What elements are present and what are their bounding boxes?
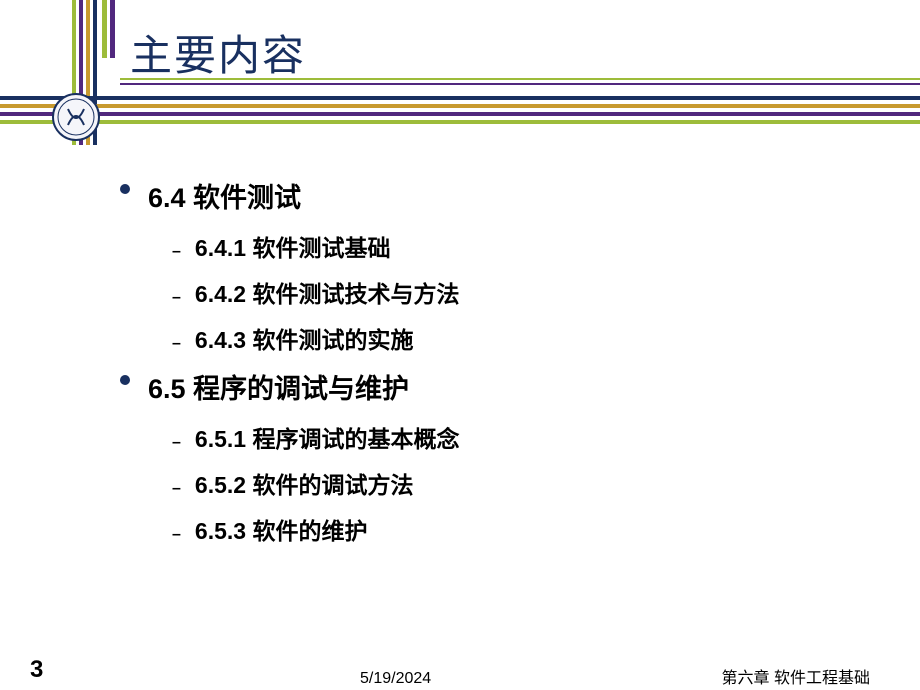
outline-heading: 6.5 程序的调试与维护: [120, 367, 880, 406]
outline-item: –6.4.2 软件测试技术与方法: [172, 275, 880, 309]
outline-heading-text: 6.5 程序的调试与维护: [148, 367, 409, 406]
outline-item-text: 6.4.2 软件测试技术与方法: [195, 275, 460, 309]
outline-item-text: 6.5.3 软件的维护: [195, 512, 368, 546]
outline-item: –6.5.2 软件的调试方法: [172, 466, 880, 500]
page-title: 主要内容: [130, 22, 306, 83]
hstripe-gold: [0, 104, 920, 108]
content-outline: 6.4 软件测试–6.4.1 软件测试基础–6.4.2 软件测试技术与方法–6.…: [120, 168, 880, 558]
outline-item-text: 6.5.1 程序调试的基本概念: [195, 420, 460, 454]
outline-heading-text: 6.4 软件测试: [148, 176, 301, 215]
outline-item: –6.4.3 软件测试的实施: [172, 321, 880, 355]
dash-icon: –: [172, 526, 181, 544]
outline-item: –6.5.3 软件的维护: [172, 512, 880, 546]
dash-icon: –: [172, 480, 181, 498]
outline-item-text: 6.5.2 软件的调试方法: [195, 466, 414, 500]
hstripe-purple: [0, 112, 920, 116]
university-logo: [52, 93, 100, 141]
footer-date: 5/19/2024: [360, 670, 431, 688]
outline-item: –6.4.1 软件测试基础: [172, 229, 880, 263]
outline-item-text: 6.4.1 软件测试基础: [195, 229, 391, 263]
outline-heading: 6.4 软件测试: [120, 176, 880, 215]
hstripe-green: [0, 120, 920, 124]
page-number: 3: [30, 656, 43, 684]
hstripe-navy: [0, 96, 920, 100]
vstripe2-purple: [110, 0, 115, 58]
hstripe-short-purple: [120, 83, 920, 85]
dash-icon: –: [172, 335, 181, 353]
dash-icon: –: [172, 243, 181, 261]
outline-item: –6.5.1 程序调试的基本概念: [172, 420, 880, 454]
dash-icon: –: [172, 289, 181, 307]
dash-icon: –: [172, 434, 181, 452]
vstripe2-green: [102, 0, 107, 58]
bullet-icon: [120, 375, 130, 385]
footer-chapter: 第六章 软件工程基础: [722, 664, 870, 688]
outline-item-text: 6.4.3 软件测试的实施: [195, 321, 414, 355]
bullet-icon: [120, 184, 130, 194]
